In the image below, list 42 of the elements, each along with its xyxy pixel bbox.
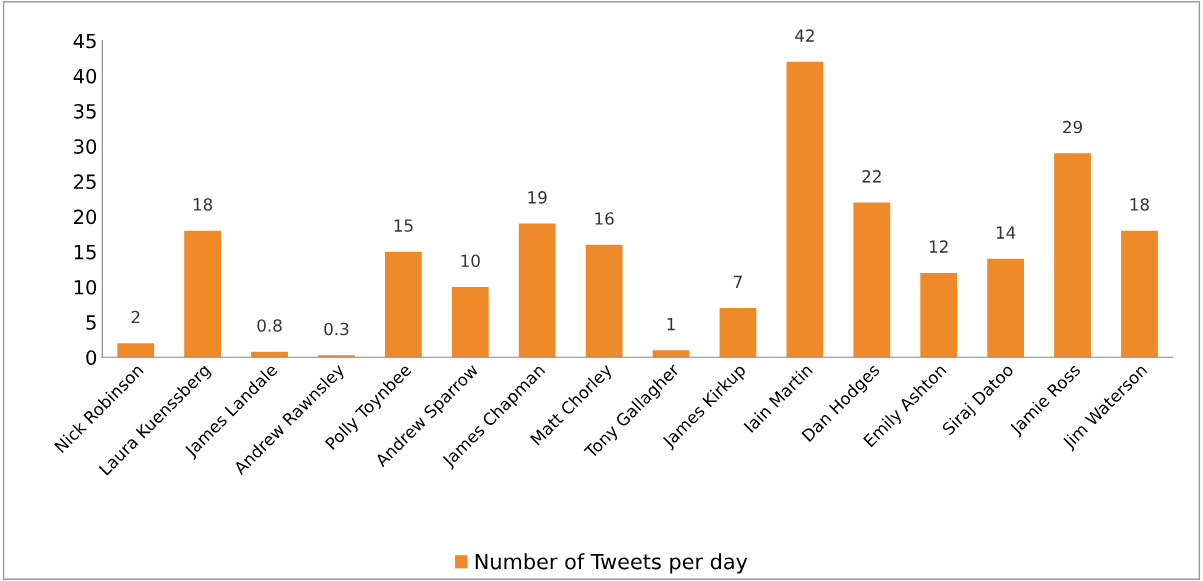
- data-label: 0.8: [257, 319, 282, 332]
- bar: [318, 355, 355, 358]
- bar: [117, 343, 155, 358]
- data-label: 7: [734, 275, 742, 288]
- data-label: 16: [595, 212, 614, 225]
- bar: [518, 223, 556, 358]
- bar: [384, 251, 422, 358]
- bar: [920, 272, 958, 358]
- bar: [1121, 230, 1158, 358]
- data-label: 29: [1063, 120, 1082, 134]
- y-tick-label: 25: [74, 174, 96, 190]
- y-tick-label: 40: [73, 68, 97, 84]
- y-tick-label: 15: [74, 244, 96, 260]
- data-label: 10: [461, 254, 480, 268]
- y-tick-label: 45: [73, 33, 96, 49]
- data-label: 0.3: [324, 322, 349, 336]
- legend-label: Number of Tweets per day: [475, 553, 748, 574]
- bar: [585, 244, 623, 358]
- bar: [184, 230, 222, 358]
- data-label: 18: [193, 198, 213, 211]
- data-label: 15: [394, 219, 413, 232]
- y-tick-label: 0: [86, 350, 97, 365]
- bar: [987, 258, 1025, 358]
- data-label: 1: [667, 317, 675, 331]
- y-tick-label: 5: [86, 315, 96, 330]
- y-tick-label: 30: [74, 139, 97, 154]
- data-label: 18: [1130, 198, 1149, 211]
- y-tick-label: 35: [74, 103, 96, 119]
- bar: [1054, 153, 1091, 358]
- bar: [786, 61, 824, 358]
- data-label: 14: [996, 226, 1016, 239]
- data-label: 42: [795, 29, 814, 42]
- bar: [451, 286, 489, 358]
- bar: [853, 202, 891, 358]
- data-label: 22: [862, 170, 881, 183]
- data-label: 2: [131, 310, 140, 324]
- bar: [719, 308, 757, 358]
- y-tick-label: 10: [74, 279, 97, 295]
- bar: [652, 350, 690, 358]
- data-label: 19: [528, 191, 547, 204]
- data-label: 12: [929, 240, 948, 253]
- y-tick-label: 20: [74, 209, 97, 225]
